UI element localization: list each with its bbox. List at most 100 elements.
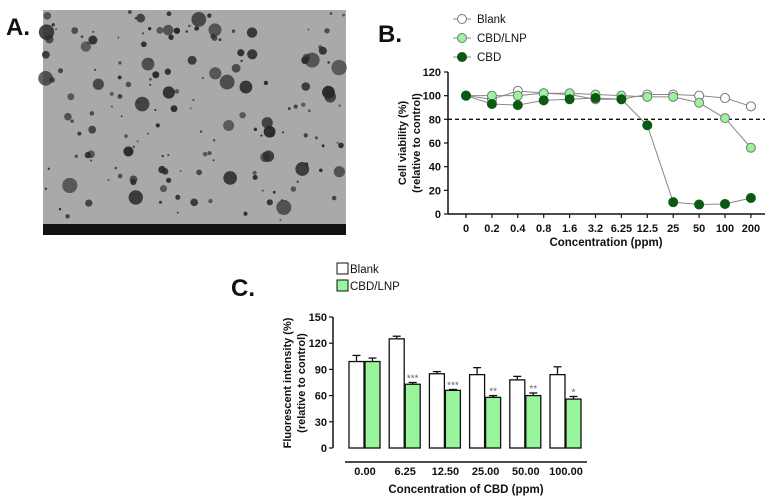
nanoparticle	[208, 23, 222, 37]
bar-cbd-lnp	[404, 383, 421, 449]
bar-blank	[388, 338, 405, 449]
x-tick-label: 1.6	[562, 223, 577, 235]
nanoparticle	[260, 152, 271, 163]
x-tick-label: 0.00	[354, 466, 375, 478]
nanoparticle	[252, 170, 257, 175]
significance-marker: **	[489, 387, 497, 398]
y-tick-label: 40	[429, 162, 441, 174]
legend-marker	[457, 52, 467, 62]
nanoparticle	[201, 76, 204, 80]
nanoparticle	[239, 111, 246, 119]
nanoparticle	[132, 145, 135, 148]
x-tick-label: 6.25	[394, 466, 415, 478]
data-point-cbd-lnp	[512, 90, 523, 101]
legend-label: CBD/LNP	[477, 33, 527, 45]
nanoparticle	[307, 28, 310, 31]
nanoparticle	[303, 133, 309, 138]
nanoparticle	[44, 187, 47, 190]
legend-label: CBD	[477, 52, 501, 64]
y-tick-label: 150	[309, 312, 327, 324]
y-tick-label: 0	[321, 443, 327, 455]
nanoparticle	[136, 101, 139, 104]
nanoparticle	[301, 102, 306, 107]
nanoparticle	[174, 89, 180, 94]
nanoparticle	[134, 96, 150, 112]
data-point-cbd-lnp	[668, 91, 679, 102]
x-tick-label: 25	[667, 223, 679, 235]
nanoparticle	[189, 107, 192, 110]
nanoparticle	[287, 107, 291, 111]
significance-marker: ***	[447, 380, 459, 391]
nanoparticle	[219, 74, 235, 90]
nanoparticle	[77, 131, 82, 136]
nanoparticle	[302, 53, 311, 62]
nanoparticle	[164, 68, 172, 75]
nanoparticle	[117, 36, 120, 39]
nanoparticle	[331, 195, 337, 201]
nanoparticle	[67, 93, 75, 101]
nanoparticle	[65, 214, 70, 219]
y-tick-label: 100	[423, 91, 441, 103]
nanoparticle	[125, 81, 132, 88]
x-tick-label: 0.4	[510, 223, 526, 235]
nanoparticle	[155, 123, 160, 128]
y-tick-label: 80	[429, 114, 441, 126]
nanoparticle	[185, 30, 189, 33]
nanoparticle	[149, 83, 152, 86]
nanoparticle	[212, 139, 216, 142]
nanoparticle	[301, 82, 311, 91]
nanoparticle	[149, 77, 152, 81]
bar-cbd-lnp	[484, 396, 502, 449]
data-point-cbd	[486, 98, 497, 109]
nanoparticle	[70, 119, 74, 123]
significance-marker: ***	[407, 374, 419, 385]
x-tick-label: 3.2	[588, 223, 603, 235]
nanoparticle	[296, 180, 299, 183]
legend-label: CBD/LNP	[350, 281, 400, 293]
nanoparticle	[208, 198, 213, 204]
nanoparticle	[117, 94, 123, 99]
nanoparticle	[152, 71, 160, 79]
data-point-cbd-lnp	[694, 97, 705, 108]
nanoparticle	[199, 130, 203, 133]
nanoparticle	[319, 168, 323, 173]
nanoparticle	[207, 151, 212, 156]
nanoparticle	[127, 10, 132, 14]
nanoparticle	[304, 162, 309, 167]
nanoparticle	[239, 80, 253, 94]
bar-blank	[468, 373, 486, 449]
nanoparticle	[314, 136, 318, 140]
nanoparticle	[80, 35, 84, 39]
data-point-cbd-lnp	[745, 142, 756, 153]
series-line-cbd	[465, 95, 752, 206]
nanoparticle	[167, 153, 170, 156]
nanoparticle	[147, 27, 152, 31]
nanoparticle	[308, 109, 311, 113]
nanoparticle	[62, 177, 78, 194]
nanoparticle	[162, 24, 174, 36]
nanoparticle	[263, 80, 269, 86]
nanoparticle	[64, 112, 72, 121]
x-tick-label: 200	[742, 223, 760, 235]
nanoparticle	[342, 13, 346, 17]
nanoparticle	[114, 166, 118, 170]
significance-marker: **	[529, 384, 537, 395]
nanoparticle	[188, 24, 191, 28]
legend-label: Blank	[477, 14, 506, 26]
nanoparticle	[290, 186, 297, 192]
nanoparticle	[196, 169, 203, 176]
nanoparticle	[161, 154, 164, 158]
data-point-cbd	[590, 93, 601, 104]
nanoparticle	[107, 178, 110, 181]
y-tick-label: 30	[315, 417, 327, 429]
nanoparticle	[279, 219, 282, 222]
y-tick-label: 120	[309, 338, 327, 350]
y-axis-label: Fluorescent intensity (%)	[282, 317, 294, 448]
nanoparticle	[209, 67, 222, 80]
x-tick-label: 12.5	[637, 223, 658, 235]
nanoparticle	[333, 166, 345, 178]
nanoparticle	[168, 34, 174, 40]
y-tick-label: 90	[315, 364, 327, 376]
nanoparticle	[179, 169, 182, 172]
data-point-cbd	[694, 199, 705, 210]
